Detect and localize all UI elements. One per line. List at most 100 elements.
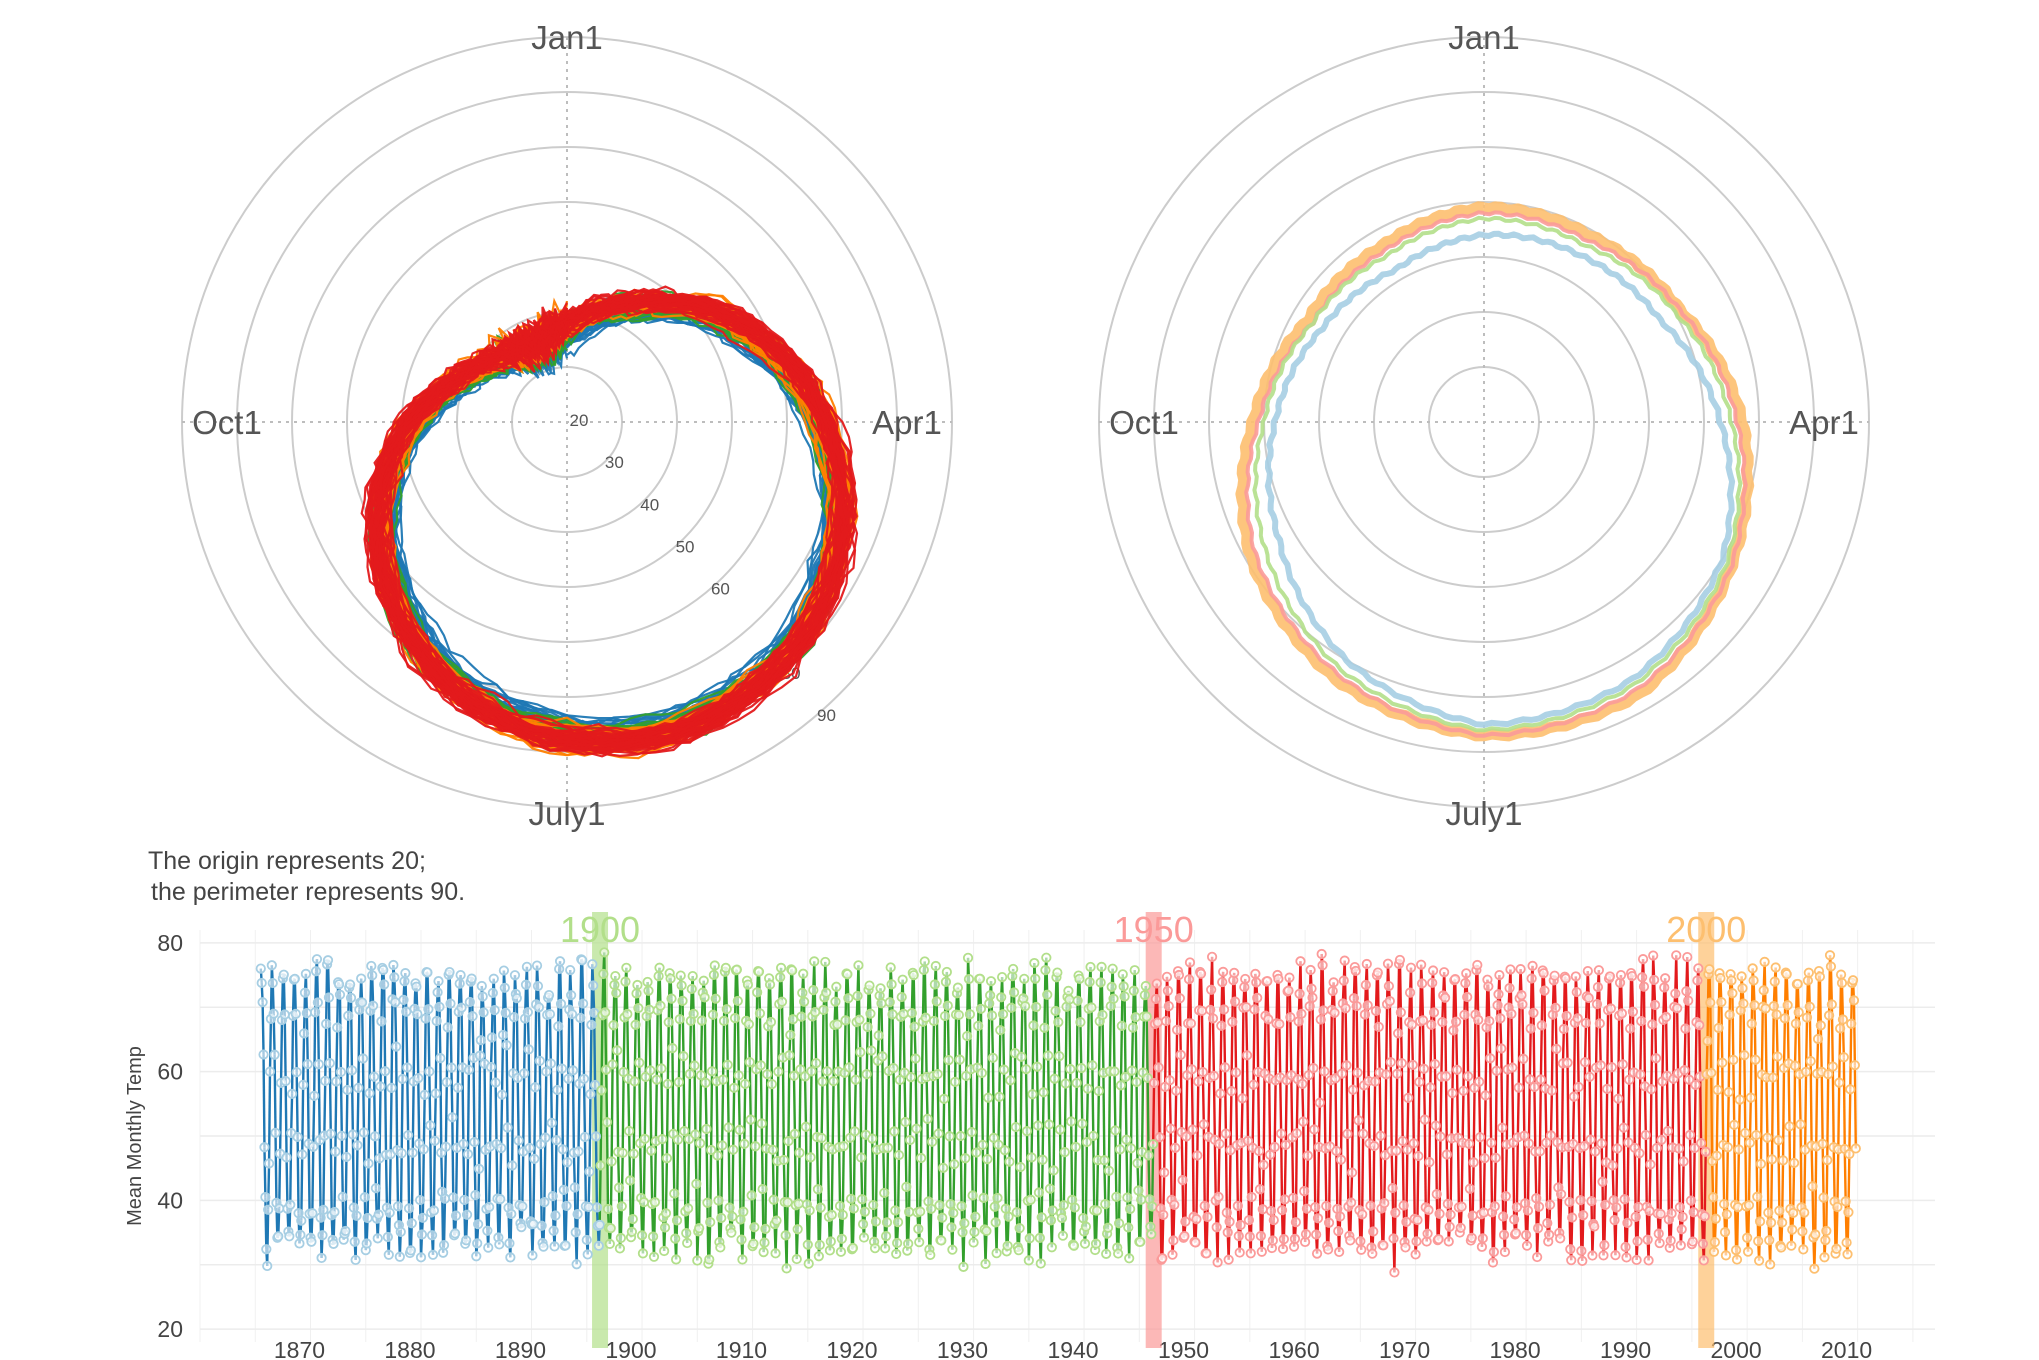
series-point (473, 1219, 484, 1230)
series-segment (1785, 974, 1789, 1006)
series-segment (1803, 1149, 1807, 1213)
series-segment (1746, 1205, 1751, 1252)
series-point (1719, 1227, 1731, 1238)
series-point (476, 980, 487, 992)
series-point (1467, 1210, 1478, 1221)
series-point (583, 1201, 594, 1213)
series-point (716, 1212, 727, 1224)
series-segment (1531, 965, 1535, 1013)
series-point (1524, 1074, 1535, 1085)
series-segment (366, 1163, 370, 1219)
series-point (1053, 1016, 1064, 1028)
series-segment (1500, 1127, 1505, 1217)
series-point (718, 1015, 730, 1026)
series-point (628, 1148, 639, 1159)
series-point (392, 1201, 404, 1212)
series-segment (600, 1015, 604, 1091)
series-point (1631, 1254, 1642, 1266)
series-segment (1473, 1014, 1477, 1088)
series-point (1772, 1051, 1783, 1062)
series-point (1289, 1233, 1301, 1244)
polar-ring-label: 50 (676, 537, 695, 556)
series-segment (357, 1009, 361, 1088)
series-segment (1141, 1016, 1146, 1073)
series-segment (1274, 1023, 1278, 1081)
series-point (684, 1068, 696, 1080)
series-point (660, 1208, 672, 1219)
series-point (953, 1009, 964, 1021)
series-segment (1745, 1206, 1749, 1238)
series-point (1355, 1236, 1366, 1247)
series-point (1617, 1059, 1628, 1070)
series-segment (1058, 1129, 1063, 1214)
series-point (509, 970, 521, 981)
series-segment (306, 1064, 310, 1144)
series-point (471, 1251, 482, 1262)
series-segment (737, 1075, 741, 1130)
series-segment (1849, 1023, 1853, 1090)
series-segment (1715, 1089, 1719, 1156)
series-segment (672, 1133, 676, 1194)
series-segment (1081, 1123, 1085, 1219)
series-point (960, 1153, 971, 1164)
series-point (1091, 1205, 1103, 1216)
series-point (1044, 1183, 1056, 1194)
series-point (1171, 1085, 1182, 1096)
series-point (1506, 1008, 1517, 1020)
series-point (533, 1002, 544, 1013)
series-point (1274, 1018, 1285, 1030)
series-segment (793, 1133, 798, 1206)
series-segment (860, 1157, 864, 1200)
series-segment (356, 1087, 360, 1146)
series-segment (666, 1022, 670, 1084)
series-point (1732, 1202, 1744, 1213)
series-segment (830, 1149, 834, 1215)
series-point (710, 993, 721, 1004)
series-point (1147, 1201, 1158, 1212)
series-segment (799, 1016, 803, 1070)
series-point (1055, 1124, 1066, 1135)
series-point (1370, 1005, 1382, 1016)
series-point (1076, 1062, 1087, 1074)
series-point (1052, 967, 1063, 978)
series-segment (1157, 1067, 1161, 1138)
series-segment (1472, 1087, 1476, 1163)
series-point (982, 1154, 993, 1165)
series-point (1784, 1121, 1795, 1132)
series-point (1385, 1057, 1396, 1068)
series-point (1499, 1246, 1511, 1258)
series-point (1428, 965, 1439, 976)
series-point (913, 1223, 924, 1234)
series-point (540, 1132, 551, 1143)
series-segment (743, 1020, 748, 1084)
series-segment (1211, 1018, 1216, 1076)
series-segment (637, 1008, 641, 1063)
series-point (1323, 1244, 1334, 1255)
series-point (906, 1007, 917, 1019)
series-point (689, 1060, 700, 1071)
series-point (1177, 1175, 1188, 1186)
series-point (1254, 1184, 1266, 1195)
series-point (1395, 1007, 1406, 1018)
series-segment (654, 1079, 658, 1142)
series-point (845, 1193, 857, 1204)
series-point (268, 1008, 279, 1019)
series-point (368, 1071, 380, 1082)
series-segment (383, 1071, 388, 1155)
series-segment (1042, 1027, 1046, 1093)
series-point (348, 1202, 359, 1213)
series-point (1303, 1070, 1314, 1081)
series-segment (604, 1069, 609, 1123)
series-point (1754, 1216, 1766, 1227)
series-segment (367, 1093, 371, 1164)
series-segment (1218, 1093, 1222, 1144)
series-point (297, 1149, 308, 1160)
series-segment (1085, 1088, 1089, 1143)
series-segment (1832, 1147, 1836, 1202)
series-point (937, 1212, 948, 1223)
series-segment (1793, 1023, 1798, 1066)
series-segment (564, 1205, 568, 1246)
series-point (1331, 1145, 1342, 1157)
series-point (1125, 1143, 1137, 1154)
series-segment (554, 1140, 558, 1216)
